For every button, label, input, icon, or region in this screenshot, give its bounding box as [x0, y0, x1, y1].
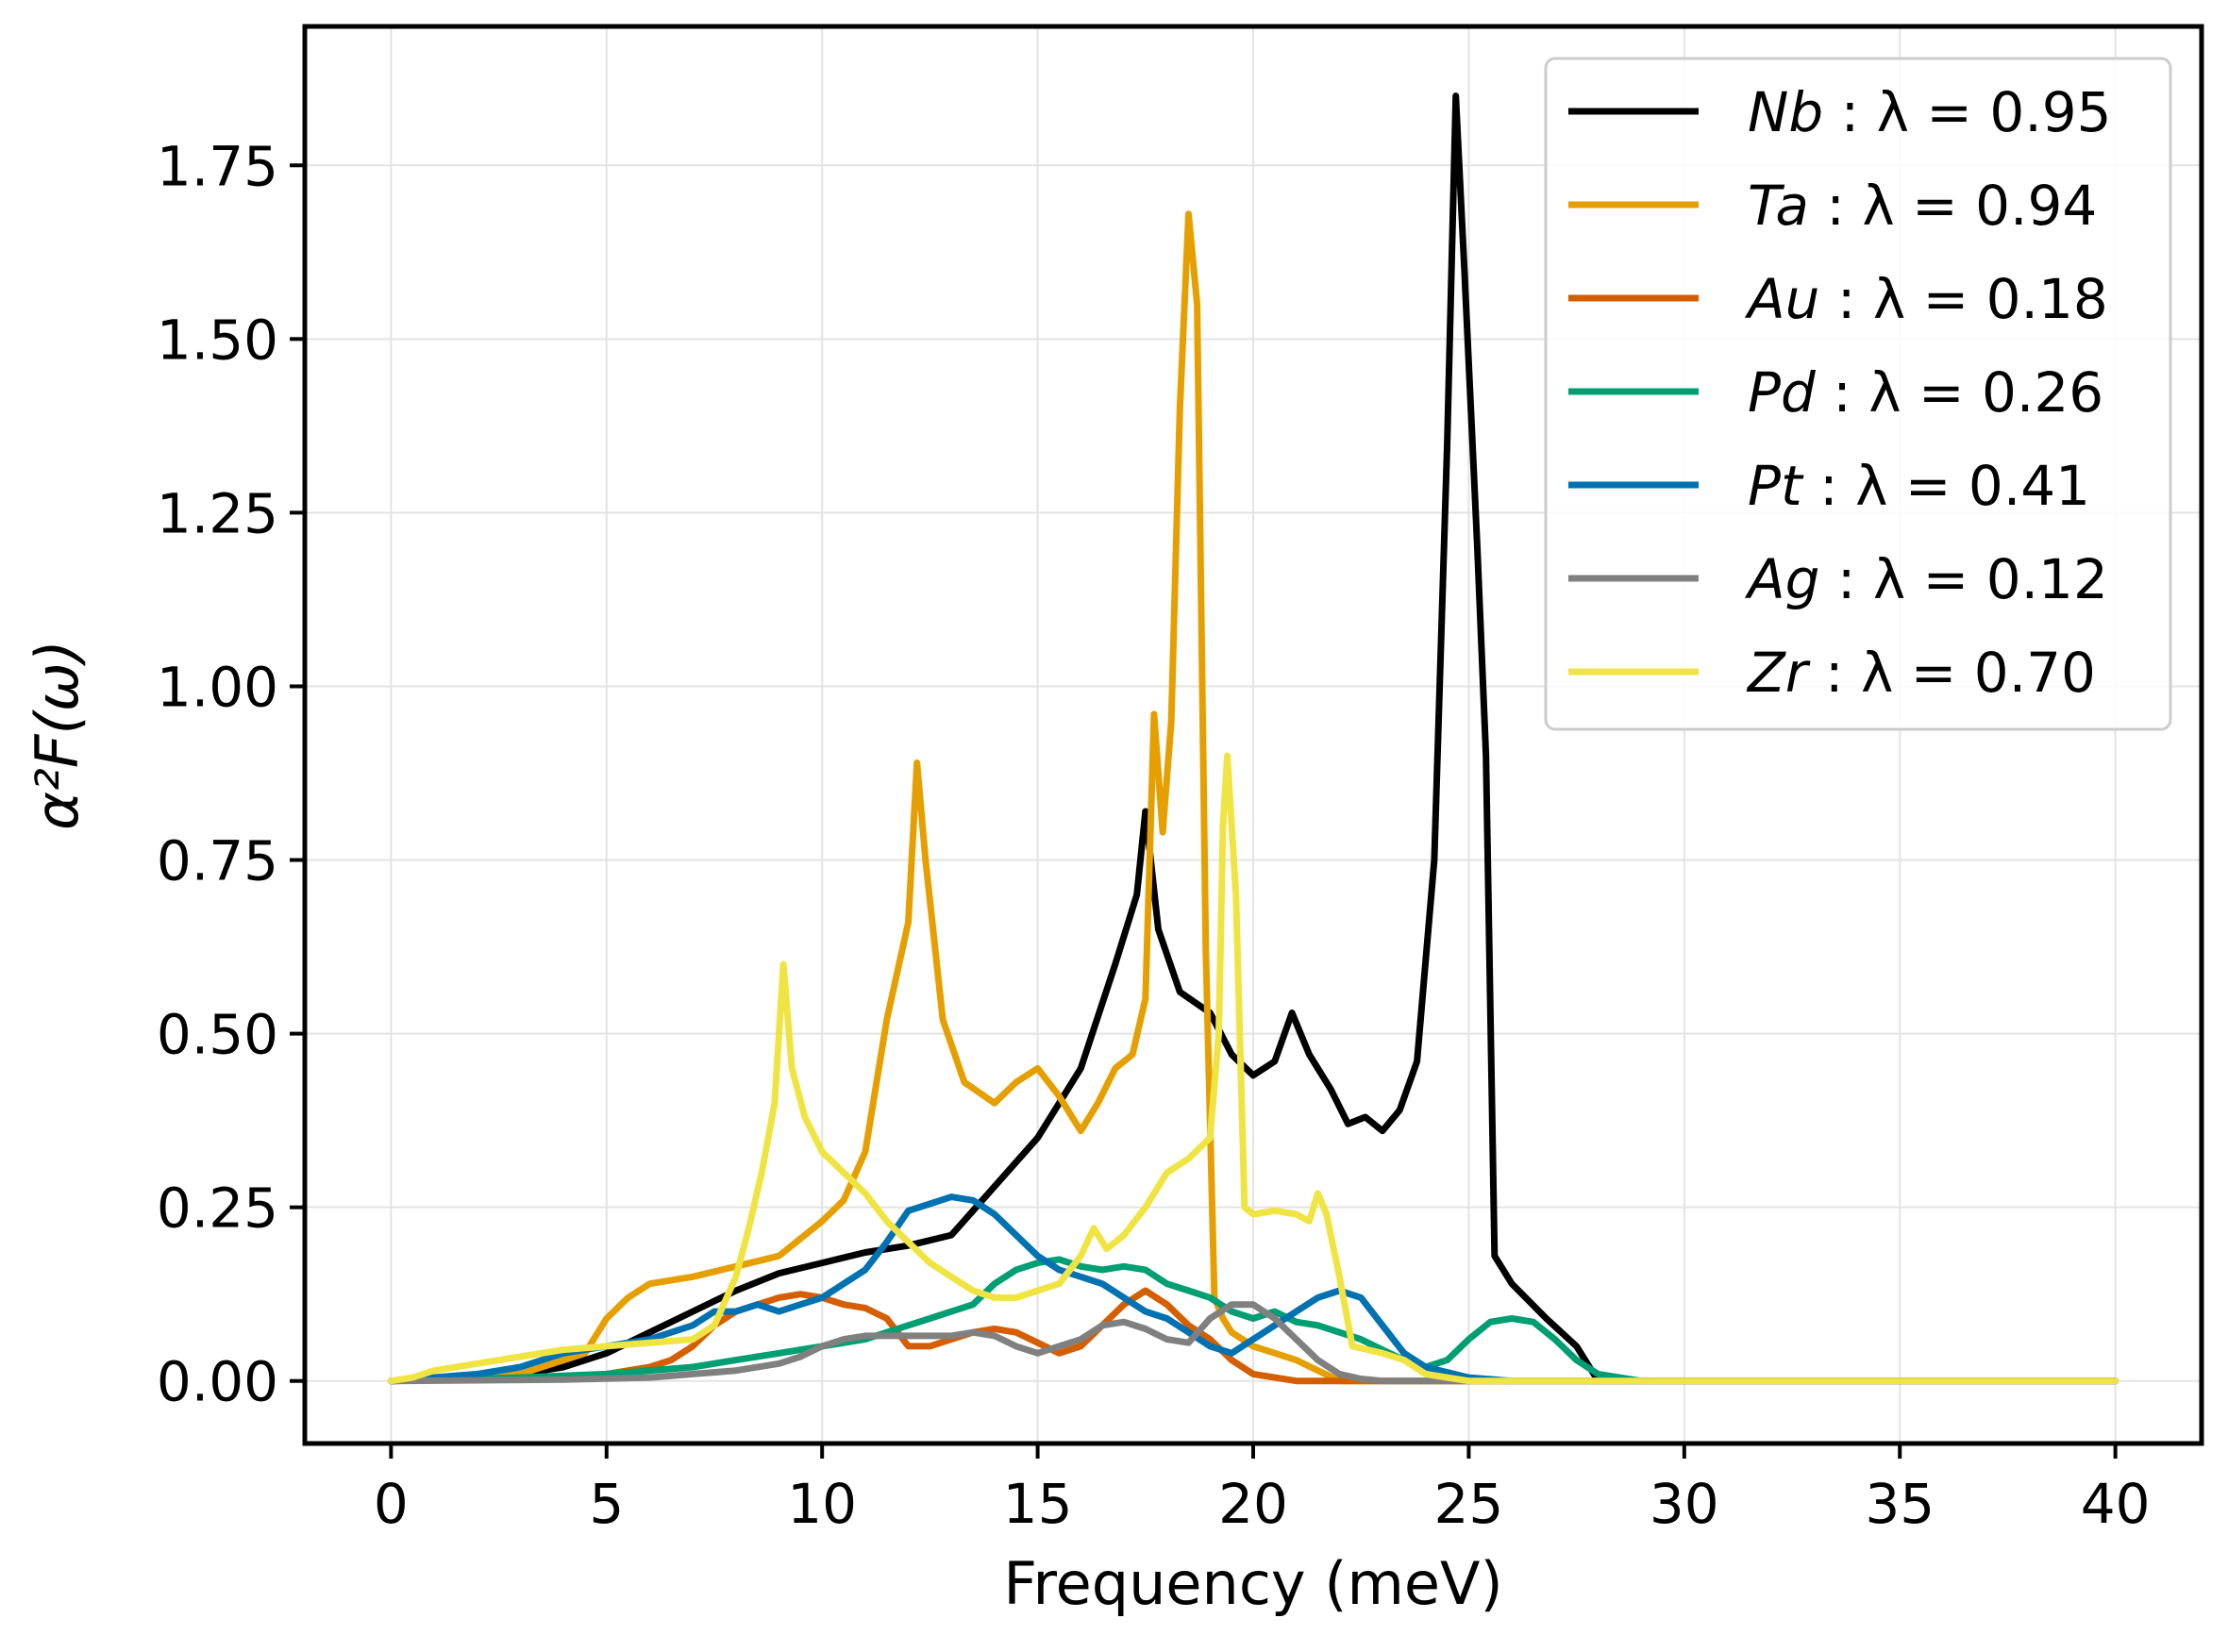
x-axis: 0 5 10 15 20 25 30 35 40: [374, 1443, 2151, 1536]
x-tick-label-5: 25: [1434, 1472, 1504, 1536]
legend-element-pt: Pt: [1748, 454, 1804, 518]
x-tick-label-2: 10: [787, 1472, 857, 1536]
legend-label-pd: Pd : λ = 0.26: [1748, 360, 2103, 425]
legend-element-zr: Zr: [1746, 641, 1811, 705]
legend-element-pd: Pd: [1748, 360, 1817, 425]
legend-lambda-zr: λ = 0.70: [1861, 641, 2096, 705]
legend-label-ag: Ag : λ = 0.12: [1744, 547, 2108, 611]
y-tick-label-5: 1.25: [157, 481, 278, 545]
legend-separator: :: [1823, 80, 1876, 144]
legend-element-ag: Ag: [1744, 547, 1820, 611]
x-tick-label-0: 0: [374, 1472, 409, 1536]
y-tick-label-1: 0.25: [157, 1176, 278, 1241]
legend-lambda-pt: λ = 0.41: [1855, 454, 2090, 518]
x-tick-label-8: 40: [2081, 1472, 2151, 1536]
legend-label-nb: Nb : λ = 0.95: [1748, 80, 2112, 144]
y-tick-label-7: 1.75: [157, 134, 278, 198]
x-tick-label-4: 20: [1218, 1472, 1288, 1536]
legend: Nb : λ = 0.95 Ta : λ = 0.94 Au : λ = 0.18 P…: [1544, 57, 2172, 731]
legend-label-ta: Ta : λ = 0.94: [1748, 174, 2097, 238]
y-tick-label-0: 0.00: [157, 1350, 278, 1414]
x-tick-label-7: 35: [1865, 1472, 1935, 1536]
legend-label-au: Au : λ = 0.18: [1744, 267, 2108, 331]
legend-lambda-pd: λ = 0.26: [1868, 360, 2103, 425]
legend-lambda-nb: λ = 0.95: [1877, 80, 2112, 144]
legend-separator: :: [1816, 360, 1868, 425]
legend-element-au: Au: [1744, 267, 1819, 331]
legend-separator: :: [1802, 454, 1855, 518]
x-axis-title: Frequency (meV): [1003, 1549, 1502, 1618]
y-axis-title-text: α²F(ω): [23, 640, 92, 830]
legend-label-pt: Pt : λ = 0.41: [1748, 454, 2090, 518]
y-tick-label-2: 0.50: [157, 1003, 278, 1067]
y-tick-label-3: 0.75: [157, 829, 278, 893]
legend-lambda-au: λ = 0.18: [1873, 267, 2108, 331]
legend-box: [1544, 57, 2172, 731]
x-tick-label-6: 30: [1650, 1472, 1719, 1536]
y-axis: 0.00 0.25 0.50 0.75 1.00 1.25 1.50 1.75: [157, 134, 305, 1414]
legend-lambda-ag: λ = 0.12: [1873, 547, 2108, 611]
legend-separator: :: [1820, 547, 1873, 611]
plot-series: [387, 92, 2119, 1385]
legend-lambda-ta: λ = 0.94: [1862, 174, 2097, 238]
x-tick-label-3: 15: [1003, 1472, 1073, 1536]
legend-element-nb: Nb: [1748, 80, 1823, 144]
x-tick-label-1: 5: [589, 1472, 624, 1536]
legend-label-zr: Zr : λ = 0.70: [1746, 641, 2096, 705]
series-line-ta: [387, 210, 2119, 1385]
series-line-nb: [387, 92, 2119, 1385]
legend-separator: :: [1819, 267, 1872, 331]
legend-separator: :: [1808, 641, 1861, 705]
legend-element-ta: Ta: [1748, 174, 1809, 238]
y-tick-label-4: 1.00: [157, 655, 278, 719]
series-line-ag: [387, 1301, 2119, 1385]
series-line-zr: [387, 752, 2119, 1385]
y-tick-label-6: 1.50: [157, 308, 278, 372]
legend-separator: :: [1809, 174, 1862, 238]
y-axis-title: α²F(ω): [23, 640, 92, 830]
